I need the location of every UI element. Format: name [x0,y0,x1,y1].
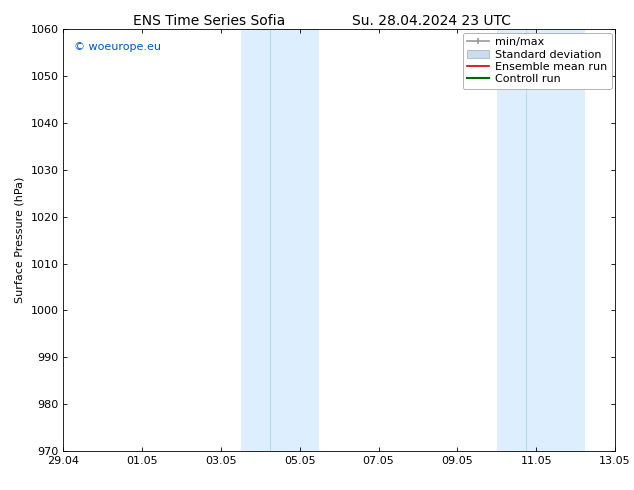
Text: © woeurope.eu: © woeurope.eu [74,42,162,52]
Bar [270,29,320,451]
Legend: min/max, Standard deviation, Ensemble mean run, Controll run: min/max, Standard deviation, Ensemble me… [463,33,612,89]
Text: Su. 28.04.2024 23 UTC: Su. 28.04.2024 23 UTC [352,14,510,28]
Y-axis label: Surface Pressure (hPa): Surface Pressure (hPa) [15,177,25,303]
Bar [526,29,585,451]
Text: ENS Time Series Sofia: ENS Time Series Sofia [133,14,285,28]
Bar [241,29,270,451]
Bar [497,29,526,451]
